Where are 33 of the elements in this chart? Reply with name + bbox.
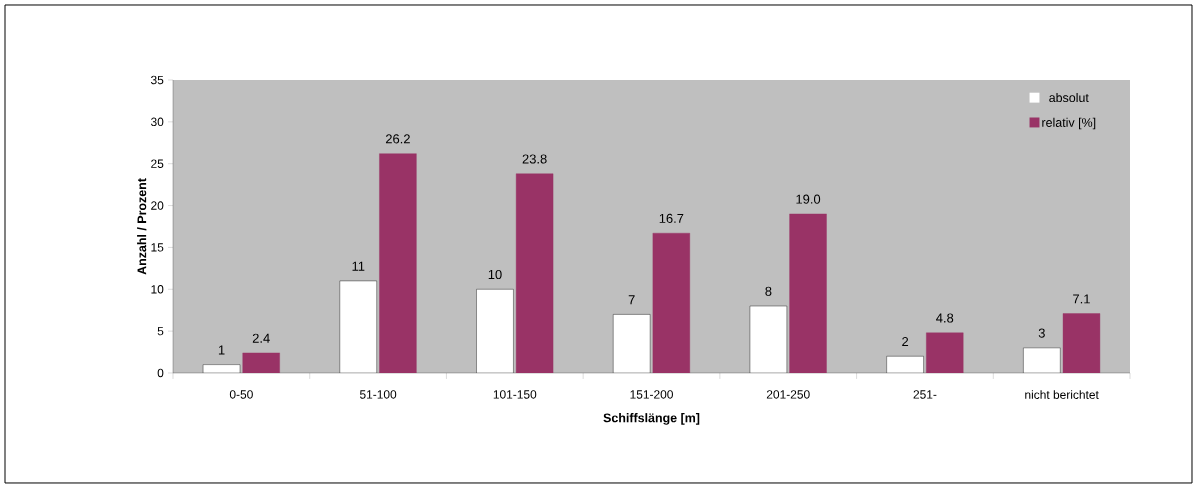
y-tick-label: 25	[151, 159, 164, 168]
data-label: 10	[488, 269, 502, 280]
x-tick-label: 51-100	[359, 390, 397, 399]
x-tick-label: 251-	[913, 390, 937, 399]
x-tick-label: 101-150	[493, 390, 537, 399]
y-tick-label: 0	[157, 368, 164, 378]
data-label: 26.2	[385, 134, 410, 144]
data-label: 7.1	[1073, 294, 1090, 304]
legend-label: absolut	[1049, 92, 1089, 103]
data-label: 3	[1038, 328, 1045, 338]
data-label: 16.7	[659, 213, 684, 223]
x-tick-label: nicht berichtet	[1025, 390, 1099, 399]
data-label: 4.8	[936, 313, 954, 323]
y-tick-label: 20	[151, 201, 164, 210]
y-tick-label: 15	[151, 243, 164, 252]
y-tick-label: 30	[150, 117, 164, 127]
data-label: 7	[628, 295, 635, 305]
data-label: 11	[352, 261, 365, 271]
legend-label: relativ [%]	[1042, 117, 1096, 130]
x-tick-label: 0-50	[229, 390, 253, 399]
x-axis-title: Schiffslänge [m]	[603, 413, 700, 425]
y-tick-label: 35	[150, 75, 164, 85]
y-tick-label: 10	[151, 285, 164, 294]
data-label: 2	[902, 337, 909, 347]
x-tick-label: 151-200	[630, 390, 673, 399]
data-label: 2.4	[252, 333, 270, 343]
data-label: 23.8	[522, 154, 547, 164]
data-label: 19.0	[796, 194, 821, 204]
x-tick-label: 201-250	[766, 390, 810, 399]
y-axis-title: Anzahl / Prozent	[137, 178, 147, 275]
data-label: 1	[218, 345, 225, 355]
data-label: 8	[765, 286, 772, 296]
y-tick-label: 5	[157, 326, 164, 336]
